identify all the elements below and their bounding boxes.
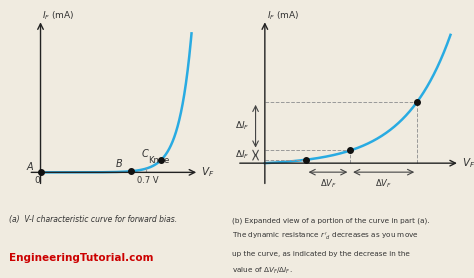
Text: A: A <box>27 162 34 172</box>
Text: $V_F$: $V_F$ <box>201 165 214 179</box>
Text: $V_F$: $V_F$ <box>462 156 474 170</box>
Text: 0: 0 <box>35 177 40 185</box>
Text: up the curve, as indicated by the decrease in the: up the curve, as indicated by the decrea… <box>232 251 410 257</box>
Text: $\Delta I_F$: $\Delta I_F$ <box>236 149 250 162</box>
Text: (a)  V-I characteristic curve for forward bias.: (a) V-I characteristic curve for forward… <box>9 215 178 224</box>
Text: $\Delta V_F$: $\Delta V_F$ <box>319 177 337 190</box>
Text: $\Delta V_F$: $\Delta V_F$ <box>375 177 392 190</box>
Text: The dynamic resistance $r'_d$ decreases as you move: The dynamic resistance $r'_d$ decreases … <box>232 231 419 242</box>
Text: $\Delta I_F$: $\Delta I_F$ <box>236 120 250 132</box>
Text: EngineeringTutorial.com: EngineeringTutorial.com <box>9 253 154 263</box>
Text: $I_F$ (mA): $I_F$ (mA) <box>267 9 299 22</box>
Text: 0.7 V: 0.7 V <box>137 177 159 185</box>
Text: B: B <box>116 159 123 169</box>
Text: value of $\Delta V_F$/$\Delta I_F$.: value of $\Delta V_F$/$\Delta I_F$. <box>232 265 293 276</box>
Text: (b) Expanded view of a portion of the curve in part (a).: (b) Expanded view of a portion of the cu… <box>232 217 430 224</box>
Text: $I_F$ (mA): $I_F$ (mA) <box>42 10 74 22</box>
Text: C: C <box>142 149 148 159</box>
Text: Knee: Knee <box>148 156 170 165</box>
